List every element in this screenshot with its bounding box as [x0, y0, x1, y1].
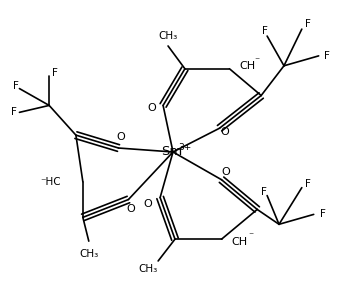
Text: O: O [220, 127, 229, 137]
Text: F: F [305, 179, 311, 189]
Text: F: F [12, 81, 18, 91]
Text: F: F [320, 209, 325, 219]
Text: O: O [126, 204, 135, 214]
Text: F: F [261, 187, 267, 196]
Text: CH₃: CH₃ [79, 249, 99, 259]
Text: F: F [305, 19, 311, 29]
Text: CH₃: CH₃ [138, 264, 158, 274]
Text: CH: CH [231, 237, 247, 247]
Text: O: O [148, 103, 156, 113]
Text: ⁻HC: ⁻HC [41, 177, 61, 187]
Text: O: O [221, 167, 230, 177]
Text: CH₃: CH₃ [159, 31, 178, 41]
Text: F: F [10, 107, 16, 117]
Text: CH: CH [239, 61, 255, 71]
Text: O: O [116, 132, 125, 142]
Text: F: F [324, 51, 330, 61]
Text: Sm: Sm [161, 146, 183, 158]
Text: O: O [144, 200, 153, 209]
Text: 3+: 3+ [178, 142, 192, 152]
Text: ⁻: ⁻ [255, 56, 260, 66]
Text: ⁻: ⁻ [249, 231, 254, 241]
Text: F: F [52, 68, 58, 78]
Text: F: F [262, 26, 268, 36]
